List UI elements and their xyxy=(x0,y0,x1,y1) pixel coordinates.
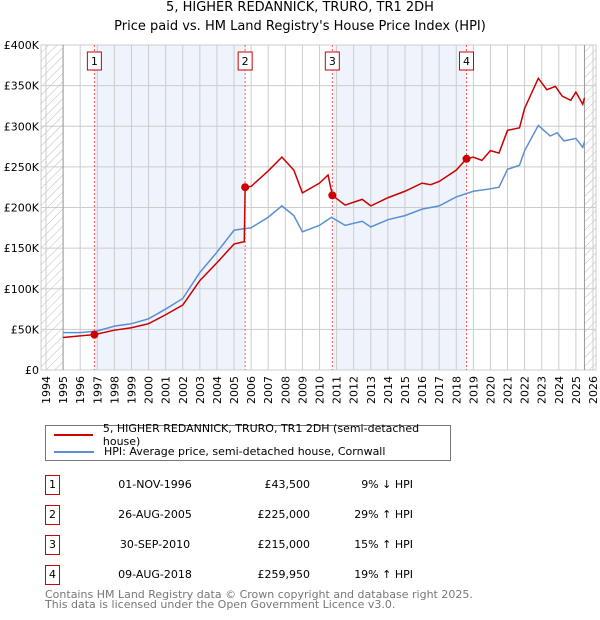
x-tick-label: 2014 xyxy=(382,376,395,404)
x-tick-label: 2021 xyxy=(502,376,515,404)
chart-subtitle: Price paid vs. HM Land Registry's House … xyxy=(114,19,486,34)
x-tick-label: 2002 xyxy=(177,376,190,404)
x-tick-label: 1997 xyxy=(91,376,104,404)
x-tick-label: 2004 xyxy=(211,376,224,404)
y-tick-label: £200K xyxy=(4,202,40,215)
sale-marker-label: 4 xyxy=(45,565,60,585)
x-tick-label: 1998 xyxy=(108,376,121,404)
legend-label: HPI: Average price, semi-detached house,… xyxy=(104,445,386,458)
plot-area: 1994 1995 1996 1997 1998 1999 2000 2001 2002 2003… xyxy=(4,39,600,404)
sale-point xyxy=(90,330,99,339)
y-tick-label: £150K xyxy=(4,242,40,255)
x-tick-label: 2018 xyxy=(450,376,463,404)
x-tick-label: 2009 xyxy=(296,376,309,404)
sale-hpi-diff: 19% ↑ HPI xyxy=(354,568,413,581)
x-tick-label: 2016 xyxy=(416,376,429,404)
sale-marker-box xyxy=(237,51,253,71)
x-tick-label: 2017 xyxy=(433,376,446,404)
legend-item-hpi: HPI: Average price, semi-detached house,… xyxy=(54,443,385,460)
sale-marker-box xyxy=(86,51,102,71)
sale-marker-label: 2 xyxy=(242,55,249,68)
sale-date: 26-AUG-2005 xyxy=(118,508,192,521)
footer-line-2: This data is licensed under the Open Gov… xyxy=(45,598,396,611)
sale-price: £259,950 xyxy=(257,568,311,581)
x-tick-label: 2024 xyxy=(553,376,566,404)
footer-line-1: Contains HM Land Registry data © Crown c… xyxy=(45,588,473,601)
legend-swatch-red xyxy=(54,433,93,436)
sale-row: 2 26-AUG-2005 £225,000 29% ↑ HPI xyxy=(45,505,445,525)
legend-swatch-blue xyxy=(54,450,94,453)
sale-row: 1 01-NOV-1996 £43,500 9% ↓ HPI xyxy=(45,475,445,495)
y-tick-label: £300K xyxy=(4,120,40,133)
sale-price: £43,500 xyxy=(264,478,311,491)
x-tick-label: 2011 xyxy=(331,376,344,404)
x-tick-label: 1996 xyxy=(74,376,87,404)
sale-row: 3 30-SEP-2010 £215,000 15% ↑ HPI xyxy=(45,535,445,555)
x-tick-label: 2025 xyxy=(570,376,583,404)
x-tick-label: 2008 xyxy=(279,376,292,404)
x-tick-label: 2013 xyxy=(365,376,378,404)
x-tick-label: 2005 xyxy=(228,376,241,404)
y-tick-label: £350K xyxy=(4,80,40,93)
price-paid-line xyxy=(63,76,586,339)
sale-point xyxy=(328,191,337,200)
sale-marker-label: 3 xyxy=(45,535,60,555)
x-tick-label: 2015 xyxy=(399,376,412,404)
sale-hpi-diff: 29% ↑ HPI xyxy=(354,508,413,521)
sale-marker-label: 4 xyxy=(463,55,470,68)
x-tick-label: 2006 xyxy=(245,376,258,404)
sale-marker-label: 3 xyxy=(329,55,336,68)
x-tick-label: 2019 xyxy=(467,376,480,404)
y-tick-label: £50K xyxy=(11,323,40,336)
chart-title: 5, HIGHER REDANNICK, TRURO, TR1 2DH xyxy=(166,0,434,15)
x-tick-label: 2007 xyxy=(262,376,275,404)
sale-marker-label: 2 xyxy=(45,505,60,525)
x-tick-label: 2023 xyxy=(536,376,549,404)
footer: Contains HM Land Registry data © Crown c… xyxy=(45,588,473,611)
sale-point xyxy=(241,183,250,192)
y-tick-label: £400K xyxy=(4,39,40,52)
sale-row: 4 09-AUG-2018 £259,950 19% ↑ HPI xyxy=(45,565,445,585)
x-tick-label: 1995 xyxy=(57,376,70,404)
hpi-line xyxy=(63,124,586,334)
x-tick-label: 2012 xyxy=(348,376,361,404)
sale-marker-label: 1 xyxy=(45,475,60,495)
x-tick-label: 2003 xyxy=(194,376,207,404)
x-tick-label: 2020 xyxy=(484,376,497,404)
y-tick-label: £0 xyxy=(25,364,39,377)
x-tick-label: 2022 xyxy=(519,376,532,404)
sale-date: 09-AUG-2018 xyxy=(118,568,192,581)
sale-hpi-diff: 9% ↓ HPI xyxy=(361,478,413,491)
sale-marker-label: 1 xyxy=(91,55,98,68)
legend-label: 5, HIGHER REDANNICK, TRURO, TR1 2DH (sem… xyxy=(102,421,420,448)
y-tick-label: £100K xyxy=(4,283,40,296)
y-tick-label: £250K xyxy=(4,161,40,174)
x-tick-label: 2026 xyxy=(587,376,600,404)
sale-marker-box xyxy=(459,51,475,71)
x-tick-label: 2010 xyxy=(314,376,327,404)
sale-date: 01-NOV-1996 xyxy=(118,478,192,491)
x-tick-label: 2001 xyxy=(160,376,173,404)
sale-hpi-diff: 15% ↑ HPI xyxy=(354,538,413,551)
sale-marker-box xyxy=(324,51,340,71)
legend-item-property: 5, HIGHER REDANNICK, TRURO, TR1 2DH (sem… xyxy=(54,422,450,448)
x-tick-label: 1999 xyxy=(125,376,138,404)
x-tick-label: 2000 xyxy=(143,376,156,404)
sale-price: £215,000 xyxy=(257,538,311,551)
sale-date: 30-SEP-2010 xyxy=(119,538,191,551)
x-tick-label: 1994 xyxy=(40,376,53,404)
sale-point xyxy=(462,154,471,163)
legend: 5, HIGHER REDANNICK, TRURO, TR1 2DH (sem… xyxy=(45,422,451,461)
sale-price: £225,000 xyxy=(257,508,311,521)
